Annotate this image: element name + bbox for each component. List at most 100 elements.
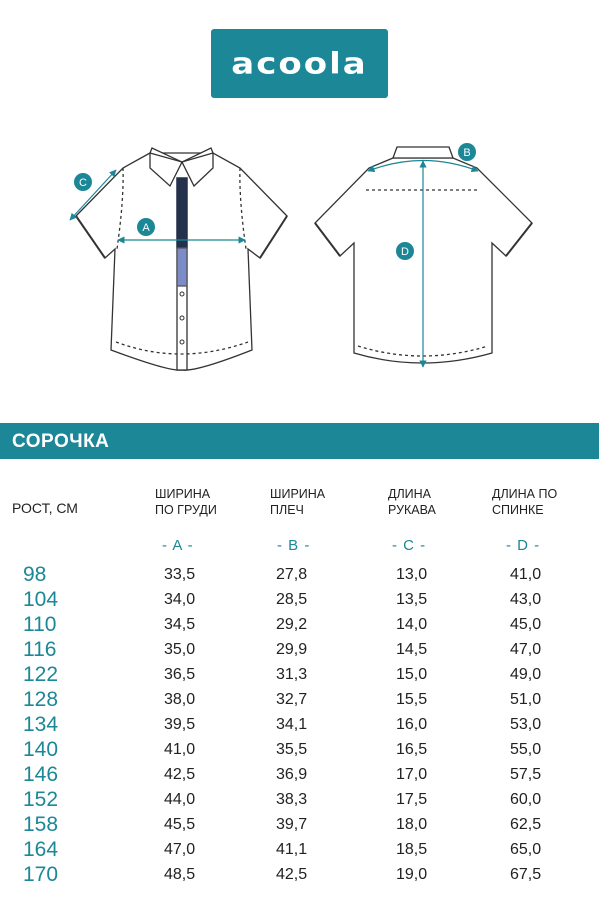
table-row: 164 47,0 41,1 18,5 65,0 [0, 838, 599, 863]
row-back: 49,0 [510, 666, 542, 683]
row-shoulders: 27,8 [276, 566, 308, 583]
row-back: 67,5 [510, 866, 542, 883]
table-row: 146 42,5 36,9 17,0 57,5 [0, 763, 599, 788]
row-height: 164 [23, 838, 59, 861]
row-sleeve: 15,0 [396, 666, 428, 683]
row-chest: 38,0 [164, 691, 196, 708]
col-header-chest: ШИРИНА ПО ГРУДИ [155, 487, 217, 517]
table-row: 116 35,0 29,9 14,5 47,0 [0, 638, 599, 663]
row-sleeve: 17,0 [396, 766, 428, 783]
table-row: 140 41,0 35,5 16,5 55,0 [0, 738, 599, 763]
row-chest: 47,0 [164, 841, 196, 858]
measure-lines [69, 159, 479, 368]
row-sleeve: 13,5 [396, 591, 428, 608]
table-row: 158 45,5 39,7 18,0 62,5 [0, 813, 599, 838]
col-letter-c: - C - [392, 537, 427, 554]
row-height: 116 [23, 638, 57, 661]
table-row: 128 38,0 32,7 15,5 51,0 [0, 688, 599, 713]
row-sleeve: 19,0 [396, 866, 428, 883]
table-row: 122 36,5 31,3 15,0 49,0 [0, 663, 599, 688]
col-header-sleeve: ДЛИНА РУКАВА [388, 487, 436, 517]
row-back: 57,5 [510, 766, 542, 783]
row-chest: 39,5 [164, 716, 196, 733]
row-chest: 35,0 [164, 641, 196, 658]
title-band: СОРОЧКА [0, 423, 599, 459]
col-letter-a: - A - [162, 537, 194, 554]
shirt-diagram: A C B D [69, 143, 533, 371]
row-sleeve: 14,5 [396, 641, 428, 658]
row-chest: 45,5 [164, 816, 196, 833]
table-row: 110 34,5 29,2 14,0 45,0 [0, 613, 599, 638]
measure-badges: A C B D [74, 143, 476, 260]
row-shoulders: 38,3 [276, 791, 308, 808]
row-shoulders: 28,5 [276, 591, 308, 608]
row-shoulders: 41,1 [276, 841, 308, 858]
row-sleeve: 17,5 [396, 791, 428, 808]
row-chest: 42,5 [164, 766, 196, 783]
measure-c-line [69, 169, 117, 221]
row-height: 104 [23, 588, 59, 611]
row-back: 45,0 [510, 616, 542, 633]
badge-a: A [142, 222, 150, 234]
row-back: 65,0 [510, 841, 542, 858]
row-sleeve: 16,5 [396, 741, 428, 758]
row-shoulders: 31,3 [276, 666, 308, 683]
row-sleeve: 18,0 [396, 816, 428, 833]
row-sleeve: 13,0 [396, 566, 428, 583]
col-header-height: РОСТ, СМ [12, 500, 78, 516]
row-height: 140 [23, 738, 59, 761]
row-chest: 33,5 [164, 566, 196, 583]
row-shoulders: 32,7 [276, 691, 308, 708]
row-sleeve: 14,0 [396, 616, 428, 633]
col-header-back: ДЛИНА ПО СПИНКЕ [492, 487, 558, 517]
badge-d: D [401, 246, 409, 258]
row-shoulders: 35,5 [276, 741, 308, 758]
row-chest: 34,0 [164, 591, 196, 608]
row-chest: 34,5 [164, 616, 196, 633]
row-height: 170 [23, 863, 59, 886]
brand-logo: acoola [211, 29, 388, 98]
shirt-front [75, 147, 288, 371]
row-shoulders: 42,5 [276, 866, 308, 883]
row-back: 55,0 [510, 741, 542, 758]
brand-name: acoola [231, 46, 368, 81]
product-title: СОРОЧКА [12, 431, 110, 452]
row-back: 60,0 [510, 791, 542, 808]
row-chest: 48,5 [164, 866, 196, 883]
row-shoulders: 29,9 [276, 641, 308, 658]
front-buttons [179, 291, 185, 345]
col-letter-b: - B - [277, 537, 311, 554]
row-chest: 44,0 [164, 791, 196, 808]
row-height: 110 [23, 613, 57, 636]
row-back: 51,0 [510, 691, 542, 708]
row-chest: 36,5 [164, 666, 196, 683]
row-sleeve: 16,0 [396, 716, 428, 733]
row-back: 53,0 [510, 716, 542, 733]
table-row: 104 34,0 28,5 13,5 43,0 [0, 588, 599, 613]
row-sleeve: 18,5 [396, 841, 428, 858]
row-height: 152 [23, 788, 59, 811]
row-back: 62,5 [510, 816, 542, 833]
row-shoulders: 29,2 [276, 616, 308, 633]
row-shoulders: 34,1 [276, 716, 308, 733]
row-chest: 41,0 [164, 741, 196, 758]
row-height: 158 [23, 813, 59, 836]
table-row: 170 48,5 42,5 19,0 67,5 [0, 863, 599, 888]
row-height: 146 [23, 763, 59, 786]
badge-b: B [463, 147, 470, 159]
table-row: 134 39,5 34,1 16,0 53,0 [0, 713, 599, 738]
table-row: 98 33,5 27,8 13,0 41,0 [0, 563, 599, 588]
row-back: 47,0 [510, 641, 542, 658]
row-back: 43,0 [510, 591, 542, 608]
row-shoulders: 36,9 [276, 766, 308, 783]
table-row: 152 44,0 38,3 17,5 60,0 [0, 788, 599, 813]
row-height: 134 [23, 713, 59, 736]
row-shoulders: 39,7 [276, 816, 308, 833]
col-header-shoulders: ШИРИНА ПЛЕЧ [270, 487, 326, 517]
row-height: 98 [23, 563, 47, 586]
row-sleeve: 15,5 [396, 691, 428, 708]
row-height: 122 [23, 663, 59, 686]
col-letter-d: - D - [506, 537, 541, 554]
row-height: 128 [23, 688, 59, 711]
row-back: 41,0 [510, 566, 542, 583]
